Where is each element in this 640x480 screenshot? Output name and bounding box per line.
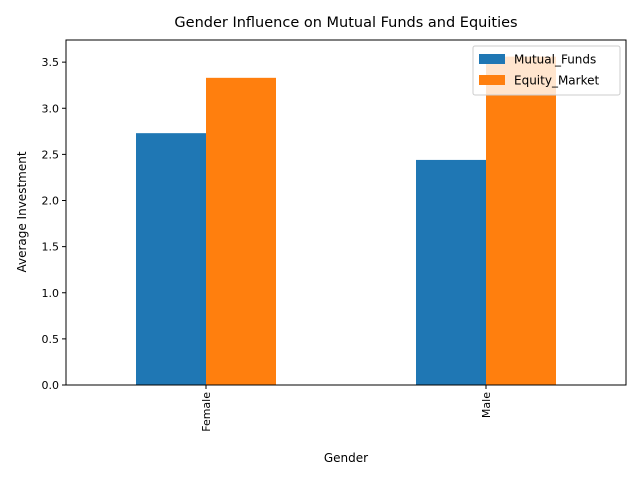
y-axis-label: Average Investment (15, 151, 29, 272)
x-axis-label: Gender (324, 451, 368, 465)
legend-swatch-mutual-funds (479, 54, 505, 64)
y-tick-label: 1.5 (42, 241, 60, 254)
bar-mutual-funds-female (136, 133, 206, 385)
y-tick-label: 3.5 (42, 56, 60, 69)
legend-label-equity-market: Equity_Market (514, 74, 599, 88)
x-tick-label-female: Female (200, 392, 213, 432)
bar-mutual-funds-male (416, 159, 486, 385)
y-tick-label: 0.0 (42, 379, 60, 392)
chart-title: Gender Influence on Mutual Funds and Equ… (174, 15, 517, 31)
bar-equity-market-male (486, 56, 556, 385)
bars-group (136, 56, 556, 385)
plot-frame (65, 39, 627, 386)
y-tick-label: 2.5 (42, 148, 60, 161)
y-tick-label: 0.5 (42, 333, 60, 346)
x-tick-label-male: Male (480, 392, 493, 418)
legend-swatch-equity-market (479, 75, 505, 85)
y-tick-label: 2.0 (42, 195, 60, 208)
legend: Mutual_Funds Equity_Market (472, 45, 621, 96)
legend-frame (472, 45, 621, 96)
y-tick-label: 1.0 (42, 287, 60, 300)
y-axis: 0.0 0.5 1.0 1.5 2.0 2.5 3.0 3.5 (42, 56, 66, 392)
bar-equity-market-female (206, 77, 276, 385)
x-axis: Female Male (200, 385, 493, 432)
legend-label-mutual-funds: Mutual_Funds (514, 53, 596, 67)
y-tick-label: 3.0 (42, 102, 60, 115)
